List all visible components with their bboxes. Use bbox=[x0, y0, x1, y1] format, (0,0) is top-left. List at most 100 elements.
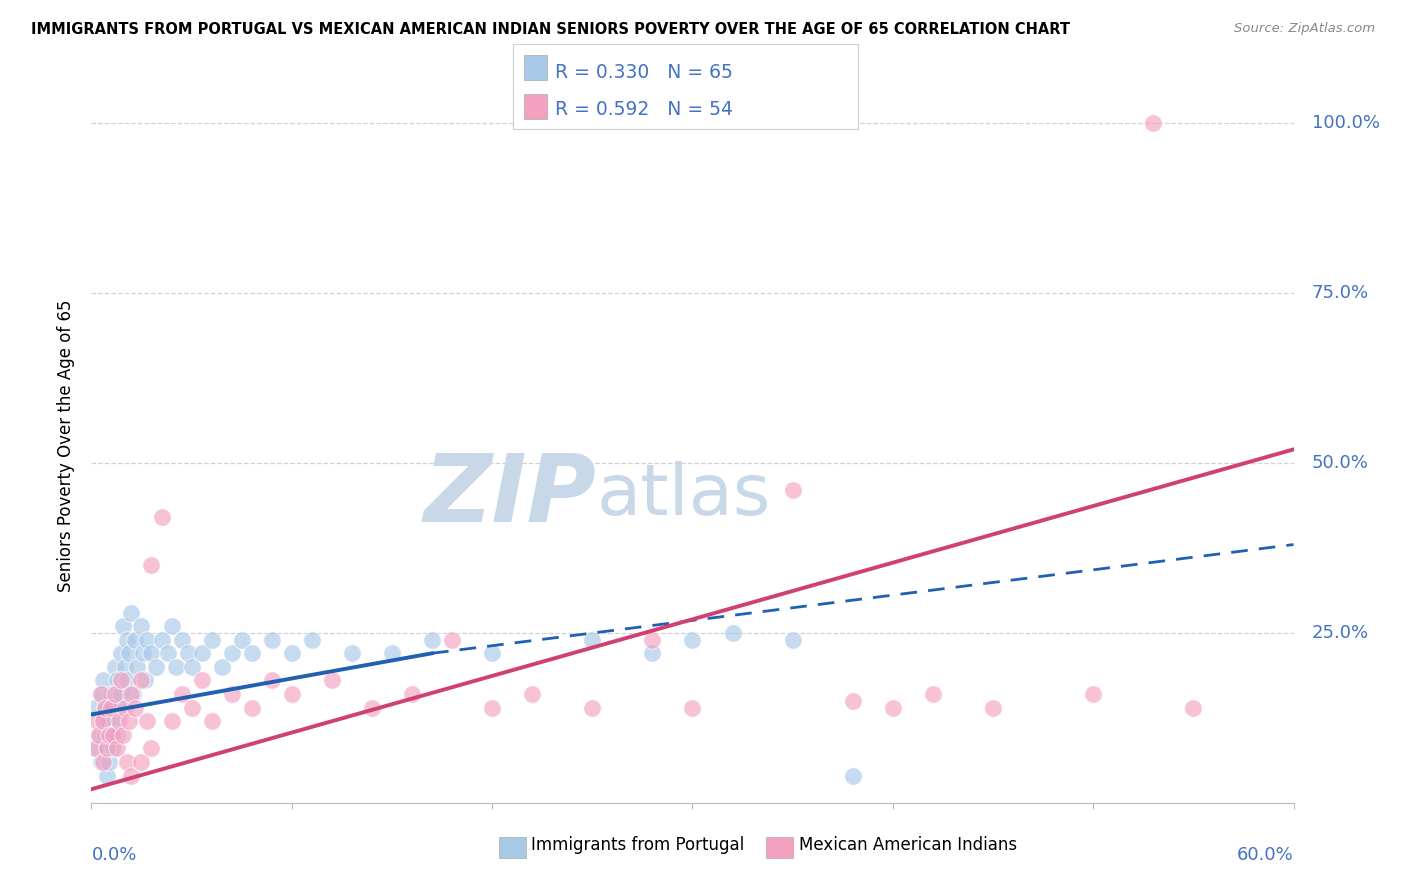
Point bbox=[141, 558, 163, 572]
Point bbox=[114, 660, 136, 674]
Point bbox=[581, 632, 603, 647]
Text: 25.0%: 25.0% bbox=[1312, 624, 1368, 642]
Point bbox=[221, 646, 243, 660]
Point bbox=[141, 741, 163, 756]
Text: atlas: atlas bbox=[596, 461, 770, 531]
Text: Immigrants from Portugal: Immigrants from Portugal bbox=[531, 836, 745, 854]
Point bbox=[134, 673, 156, 688]
Text: 60.0%: 60.0% bbox=[1237, 846, 1294, 863]
Point bbox=[321, 673, 343, 688]
Point bbox=[721, 626, 744, 640]
Point bbox=[190, 673, 212, 688]
Point bbox=[112, 619, 135, 633]
Point bbox=[93, 714, 115, 729]
Text: ZIP: ZIP bbox=[423, 450, 596, 542]
Point bbox=[240, 700, 263, 714]
Point bbox=[127, 660, 149, 674]
Point bbox=[86, 714, 108, 729]
Point bbox=[420, 632, 443, 647]
Point bbox=[112, 728, 135, 742]
Point bbox=[136, 632, 159, 647]
Point bbox=[641, 632, 664, 647]
Point bbox=[150, 632, 173, 647]
Point bbox=[132, 646, 155, 660]
Point bbox=[118, 714, 141, 729]
Point bbox=[231, 632, 253, 647]
Point bbox=[121, 687, 143, 701]
Point bbox=[103, 700, 125, 714]
Point bbox=[201, 632, 224, 647]
Point bbox=[89, 728, 111, 742]
Point bbox=[131, 619, 153, 633]
Text: Source: ZipAtlas.com: Source: ZipAtlas.com bbox=[1234, 22, 1375, 36]
Point bbox=[108, 714, 131, 729]
Point bbox=[170, 632, 193, 647]
Point bbox=[1182, 700, 1205, 714]
Point bbox=[165, 660, 187, 674]
Point bbox=[84, 741, 107, 756]
Point bbox=[180, 700, 202, 714]
Point bbox=[104, 687, 127, 701]
Point bbox=[882, 700, 904, 714]
Point bbox=[782, 632, 804, 647]
Point bbox=[681, 632, 703, 647]
Point bbox=[98, 714, 121, 729]
Point bbox=[93, 673, 115, 688]
Point bbox=[90, 755, 112, 769]
Point bbox=[121, 606, 143, 620]
Point bbox=[94, 700, 117, 714]
Point bbox=[145, 660, 167, 674]
Point bbox=[180, 660, 202, 674]
Point bbox=[117, 673, 139, 688]
Point bbox=[90, 687, 112, 701]
Point bbox=[124, 700, 146, 714]
Point bbox=[170, 687, 193, 701]
Point bbox=[84, 700, 107, 714]
Point bbox=[100, 700, 122, 714]
Point bbox=[281, 646, 304, 660]
Point bbox=[360, 700, 382, 714]
Point bbox=[340, 646, 363, 660]
Point bbox=[381, 646, 404, 660]
Point bbox=[160, 714, 183, 729]
Point bbox=[641, 646, 664, 660]
Point bbox=[481, 646, 503, 660]
Point bbox=[922, 687, 945, 701]
Text: R = 0.330   N = 65: R = 0.330 N = 65 bbox=[555, 63, 734, 82]
Point bbox=[136, 714, 159, 729]
Point bbox=[481, 700, 503, 714]
Point bbox=[110, 687, 132, 701]
Point bbox=[118, 646, 141, 660]
Point bbox=[93, 714, 115, 729]
Point bbox=[117, 755, 139, 769]
Text: 50.0%: 50.0% bbox=[1312, 454, 1368, 472]
Point bbox=[1142, 116, 1164, 130]
Point bbox=[260, 632, 283, 647]
Point bbox=[841, 694, 863, 708]
Point bbox=[104, 714, 127, 729]
Point bbox=[122, 687, 145, 701]
Point bbox=[96, 741, 118, 756]
Point bbox=[190, 646, 212, 660]
Point bbox=[240, 646, 263, 660]
Point bbox=[90, 687, 112, 701]
Point bbox=[93, 755, 115, 769]
Text: 100.0%: 100.0% bbox=[1312, 114, 1379, 132]
Point bbox=[96, 741, 118, 756]
Point bbox=[103, 728, 125, 742]
Point bbox=[86, 741, 108, 756]
Point bbox=[440, 632, 463, 647]
Point bbox=[281, 687, 304, 701]
Point bbox=[104, 660, 127, 674]
Point bbox=[98, 728, 121, 742]
Point bbox=[160, 619, 183, 633]
Point bbox=[110, 673, 132, 688]
Point bbox=[301, 632, 323, 647]
Point bbox=[131, 755, 153, 769]
Point bbox=[131, 673, 153, 688]
Point bbox=[107, 728, 129, 742]
Point bbox=[100, 687, 122, 701]
Point bbox=[89, 728, 111, 742]
Point bbox=[211, 660, 233, 674]
Text: R = 0.592   N = 54: R = 0.592 N = 54 bbox=[555, 100, 734, 119]
